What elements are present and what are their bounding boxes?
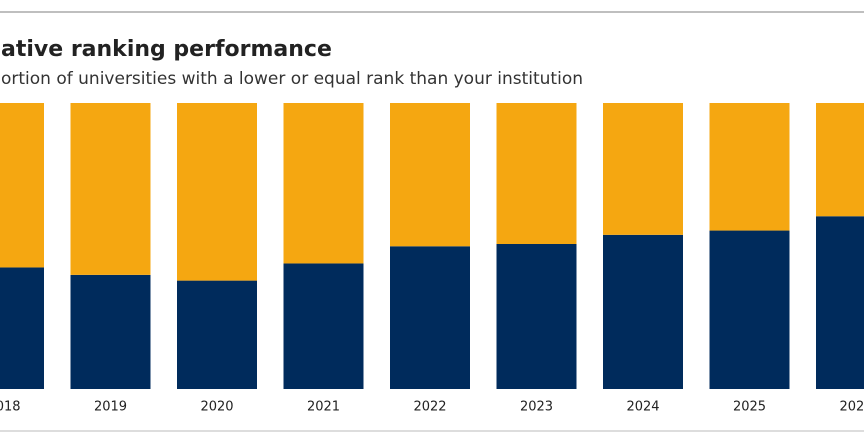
bar-segment <box>283 263 364 389</box>
x-tick-label: 2018 <box>0 400 21 415</box>
x-tick-label: 2020 <box>200 400 233 415</box>
bar-segment <box>0 267 44 389</box>
x-tick-label: 2025 <box>733 400 766 415</box>
bar-segment <box>177 280 257 389</box>
bar-segment <box>390 103 470 247</box>
x-tick-label: 2022 <box>413 400 446 415</box>
chart-title: ative ranking performance <box>1 37 332 62</box>
x-tick-label: 2021 <box>307 400 340 415</box>
bar-segment <box>816 103 864 217</box>
x-tick-label: 2026 <box>839 400 864 415</box>
x-tick-label: 2024 <box>626 400 659 415</box>
bar-segment <box>0 103 44 268</box>
x-tick-label: 2019 <box>94 400 127 415</box>
bar-segment <box>390 246 470 389</box>
bar-segment <box>496 103 577 244</box>
chart-subtitle: ortion of universities with a lower or e… <box>1 69 583 89</box>
bar-segment <box>70 274 151 389</box>
bar-segment <box>177 103 257 281</box>
bar-segment <box>283 103 364 264</box>
bar-segment <box>496 243 577 389</box>
x-tick-label: 2023 <box>520 400 553 415</box>
bar-segment <box>816 216 864 389</box>
bar-segment <box>70 103 151 275</box>
bar-segment <box>603 234 683 389</box>
bar-segment <box>709 230 790 389</box>
bar-segment <box>603 103 683 235</box>
bar-segment <box>709 103 790 231</box>
